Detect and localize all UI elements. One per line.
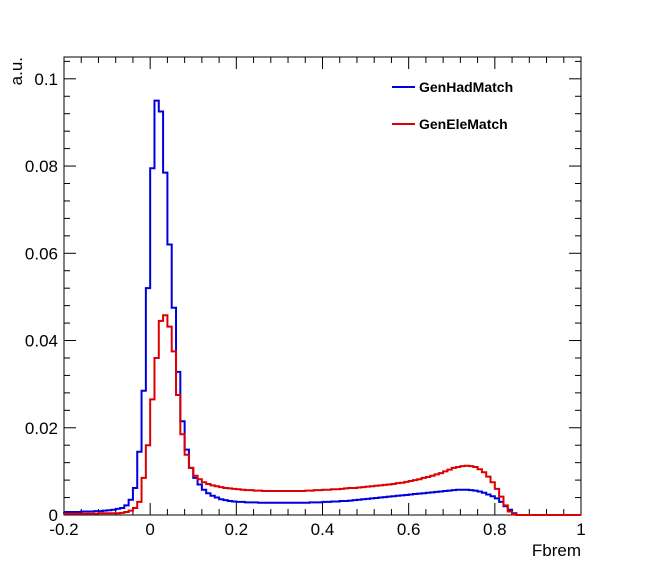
series-line-genelematch [63, 314, 581, 516]
legend: GenHadMatch GenEleMatch [392, 79, 513, 132]
x-tick-label: 0.6 [397, 520, 421, 539]
x-tick-label: -0.2 [49, 520, 78, 539]
y-tick-label: 0.06 [25, 244, 58, 263]
series-line-genhadmatch [63, 99, 581, 516]
x-axis-label: Fbrem [532, 541, 581, 560]
y-tick-label: 0.1 [34, 70, 58, 89]
legend-label: GenHadMatch [419, 79, 513, 95]
x-tick-label: 0.8 [483, 520, 507, 539]
x-tick-label: 0 [145, 520, 154, 539]
x-axis-ticks: -0.2 0 0.2 0.4 0.6 0.8 1 [49, 57, 586, 539]
y-tick-label: 0.02 [25, 419, 58, 438]
series-group [63, 99, 581, 516]
y-axis-label: a.u. [7, 57, 26, 85]
x-tick-label: 0.4 [311, 520, 335, 539]
y-axis-ticks: 0 0.02 0.04 0.06 0.08 0.1 [25, 60, 581, 525]
y-tick-label: 0.08 [25, 157, 58, 176]
legend-label: GenEleMatch [419, 116, 508, 132]
y-tick-label: 0 [49, 506, 58, 525]
x-tick-label: 0.2 [225, 520, 249, 539]
y-tick-label: 0.04 [25, 332, 58, 351]
x-tick-label: 1 [576, 520, 585, 539]
